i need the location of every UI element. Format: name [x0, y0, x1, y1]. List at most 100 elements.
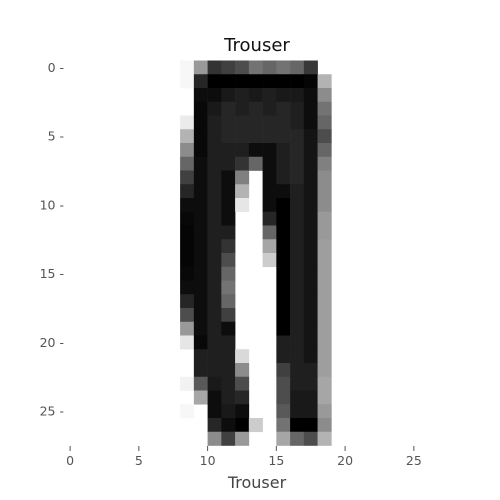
- pixel-cell: [207, 101, 222, 116]
- pixel-cell: [303, 60, 318, 75]
- pixel-cell: [235, 143, 250, 158]
- pixel-cell: [235, 404, 250, 419]
- pixel-cell: [276, 156, 291, 171]
- pixel-cell: [221, 418, 236, 433]
- pixel-cell: [207, 404, 222, 419]
- pixel-cell: [180, 294, 195, 309]
- pixel-cell: [303, 198, 318, 213]
- pixel-cell: [207, 239, 222, 254]
- pixel-cell: [276, 294, 291, 309]
- pixel-cell: [221, 143, 236, 158]
- pixel-cell: [290, 88, 305, 103]
- pixel-cell: [303, 211, 318, 226]
- pixel-cell: [235, 74, 250, 89]
- pixel-cell: [317, 170, 332, 185]
- pixel-cell: [290, 170, 305, 185]
- y-tick-label: 0 -: [48, 60, 64, 75]
- pixel-cell: [180, 321, 195, 336]
- pixel-cell: [290, 156, 305, 171]
- pixel-cell: [248, 88, 263, 103]
- pixel-cell: [193, 253, 208, 268]
- pixel-cell: [290, 253, 305, 268]
- pixel-cell: [193, 376, 208, 391]
- pixel-cell: [221, 321, 236, 336]
- pixel-cell: [303, 184, 318, 199]
- pixel-cell: [290, 184, 305, 199]
- pixel-cell: [207, 170, 222, 185]
- pixel-cell: [193, 390, 208, 405]
- pixel-cell: [290, 266, 305, 281]
- pixel-cell: [276, 74, 291, 89]
- pixel-cell: [221, 198, 236, 213]
- pixel-cell: [303, 115, 318, 130]
- pixel-cell: [180, 198, 195, 213]
- pixel-cell: [180, 335, 195, 350]
- pixel-cell: [207, 294, 222, 309]
- pixel-cell: [290, 225, 305, 240]
- pixel-cell: [317, 211, 332, 226]
- pixel-cell: [262, 225, 277, 240]
- pixel-cell: [303, 74, 318, 89]
- pixel-cell: [207, 335, 222, 350]
- pixel-cell: [290, 74, 305, 89]
- pixel-cell: [303, 239, 318, 254]
- pixel-cell: [317, 335, 332, 350]
- pixel-cell: [317, 376, 332, 391]
- pixel-cell: [262, 211, 277, 226]
- pixel-cell: [207, 321, 222, 336]
- pixel-cell: [207, 225, 222, 240]
- pixel-cell: [235, 115, 250, 130]
- pixel-cell: [276, 239, 291, 254]
- pixel-cell: [317, 74, 332, 89]
- pixel-cell: [235, 431, 250, 446]
- pixel-cell: [193, 266, 208, 281]
- chart-title: Trouser: [223, 35, 290, 56]
- pixel-cell: [303, 280, 318, 295]
- pixel-cell: [317, 239, 332, 254]
- pixel-cell: [276, 225, 291, 240]
- pixel-cell: [290, 335, 305, 350]
- pixel-cell: [221, 266, 236, 281]
- pixel-cell: [221, 129, 236, 144]
- pixel-cell: [303, 308, 318, 323]
- pixel-cell: [193, 308, 208, 323]
- pixel-cell: [317, 308, 332, 323]
- x-tick-label: 20: [337, 453, 353, 468]
- pixel-cell: [276, 431, 291, 446]
- pixel-cell: [248, 143, 263, 158]
- pixel-cell: [221, 156, 236, 171]
- x-tick-label: 15: [268, 453, 284, 468]
- pixel-cell: [290, 376, 305, 391]
- pixel-cell: [180, 115, 195, 130]
- pixel-cell: [248, 156, 263, 171]
- x-tick-label: 5: [135, 453, 143, 468]
- pixel-cell: [180, 239, 195, 254]
- pixel-cell: [180, 376, 195, 391]
- y-tick-label: 25 -: [40, 404, 64, 419]
- pixel-cell: [221, 280, 236, 295]
- pixel-cell: [235, 156, 250, 171]
- pixel-cell: [276, 198, 291, 213]
- y-axis-ticks: 0 - 5 - 10 - 15 - 20 - 25 -: [40, 60, 64, 419]
- pixel-cell: [317, 349, 332, 364]
- pixel-cell: [248, 115, 263, 130]
- pixel-cell: [262, 60, 277, 75]
- pixel-cell: [235, 129, 250, 144]
- pixel-cell: [207, 390, 222, 405]
- pixel-cell: [248, 101, 263, 116]
- pixel-cell: [207, 115, 222, 130]
- pixel-cell: [317, 404, 332, 419]
- pixel-cell: [276, 88, 291, 103]
- pixel-cell: [290, 404, 305, 419]
- pixel-cell: [221, 239, 236, 254]
- y-tick-label: 15 -: [40, 266, 64, 281]
- pixel-cell: [180, 253, 195, 268]
- pixel-cell: [180, 404, 195, 419]
- pixel-cell: [262, 253, 277, 268]
- pixel-cell: [180, 143, 195, 158]
- pixel-cell: [221, 88, 236, 103]
- pixel-cell: [207, 129, 222, 144]
- pixel-cell: [290, 198, 305, 213]
